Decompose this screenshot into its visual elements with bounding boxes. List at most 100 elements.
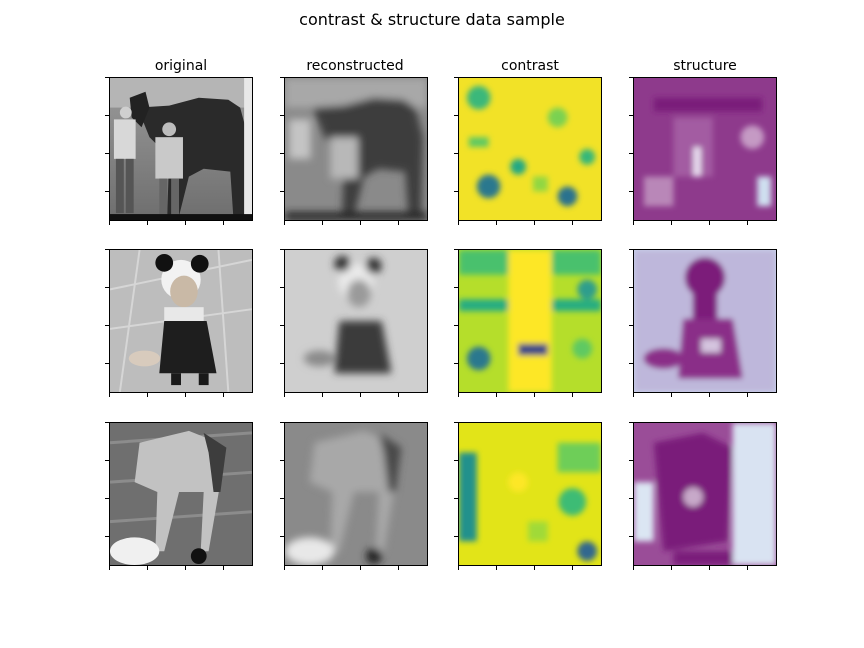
y-tick-mark — [454, 77, 458, 78]
image-dog-in-panda-hat-contrast — [459, 250, 601, 392]
y-tick-mark — [280, 422, 284, 423]
y-tick-mark — [105, 536, 109, 537]
panel-original-row3 — [109, 422, 253, 566]
x-tick-mark — [671, 221, 672, 225]
x-tick-mark — [534, 566, 535, 570]
panel-reconstructed-row3 — [284, 422, 428, 566]
column-title-contrast: contrast — [501, 58, 559, 74]
y-tick-mark — [454, 115, 458, 116]
x-tick-mark — [322, 221, 323, 225]
y-tick-mark — [105, 153, 109, 154]
x-tick-mark — [284, 221, 285, 225]
x-tick-mark — [398, 566, 399, 570]
panel-reconstructed-row2 — [284, 249, 428, 393]
y-tick-mark — [105, 249, 109, 250]
y-tick-mark — [280, 77, 284, 78]
panel-structure-row3 — [633, 422, 777, 566]
y-tick-mark — [629, 191, 633, 192]
y-tick-mark — [280, 191, 284, 192]
y-tick-mark — [280, 325, 284, 326]
x-tick-mark — [360, 393, 361, 397]
panel-original-row2 — [109, 249, 253, 393]
x-tick-mark — [284, 393, 285, 397]
x-tick-mark — [223, 393, 224, 397]
y-tick-mark — [454, 153, 458, 154]
y-tick-mark — [105, 363, 109, 364]
panel-structure-row2 — [633, 249, 777, 393]
x-tick-mark — [671, 393, 672, 397]
x-tick-mark — [572, 221, 573, 225]
x-tick-mark — [185, 393, 186, 397]
x-tick-mark — [322, 566, 323, 570]
y-tick-mark — [629, 422, 633, 423]
x-tick-mark — [534, 393, 535, 397]
image-horse-lowering-head-contrast — [459, 423, 601, 565]
x-tick-mark — [458, 221, 459, 225]
image-horse-lowering-head-reconstructed — [285, 423, 427, 565]
y-tick-mark — [629, 498, 633, 499]
x-tick-mark — [633, 221, 634, 225]
panel-reconstructed-row1 — [284, 77, 428, 221]
y-tick-mark — [105, 422, 109, 423]
x-tick-mark — [671, 566, 672, 570]
x-tick-mark — [458, 566, 459, 570]
x-tick-mark — [496, 566, 497, 570]
y-tick-mark — [629, 249, 633, 250]
x-tick-mark — [398, 393, 399, 397]
y-tick-mark — [105, 77, 109, 78]
x-tick-mark — [572, 566, 573, 570]
x-tick-mark — [284, 566, 285, 570]
x-tick-mark — [709, 221, 710, 225]
y-tick-mark — [629, 460, 633, 461]
x-tick-mark — [633, 393, 634, 397]
x-tick-mark — [633, 566, 634, 570]
x-tick-mark — [458, 393, 459, 397]
y-tick-mark — [629, 325, 633, 326]
x-tick-mark — [747, 393, 748, 397]
image-dog-in-panda-hat-original — [110, 250, 252, 392]
y-tick-mark — [280, 536, 284, 537]
figure-title: contrast & structure data sample — [299, 10, 565, 29]
y-tick-mark — [629, 287, 633, 288]
y-tick-mark — [454, 498, 458, 499]
image-horse-lowering-head-original — [110, 423, 252, 565]
column-title-reconstructed: reconstructed — [306, 58, 404, 74]
panel-structure-row1 — [633, 77, 777, 221]
image-horse-with-people-reconstructed — [285, 78, 427, 220]
y-tick-mark — [280, 460, 284, 461]
x-tick-mark — [747, 566, 748, 570]
y-tick-mark — [105, 115, 109, 116]
y-tick-mark — [454, 191, 458, 192]
column-title-structure: structure — [673, 58, 737, 74]
x-tick-mark — [185, 221, 186, 225]
image-horse-with-people-structure — [634, 78, 776, 220]
y-tick-mark — [105, 460, 109, 461]
x-tick-mark — [572, 393, 573, 397]
y-tick-mark — [629, 153, 633, 154]
y-tick-mark — [105, 498, 109, 499]
x-tick-mark — [147, 221, 148, 225]
x-tick-mark — [147, 393, 148, 397]
panel-contrast-row1 — [458, 77, 602, 221]
x-tick-mark — [185, 566, 186, 570]
y-tick-mark — [629, 536, 633, 537]
x-tick-mark — [109, 393, 110, 397]
y-tick-mark — [105, 325, 109, 326]
y-tick-mark — [454, 249, 458, 250]
y-tick-mark — [629, 77, 633, 78]
x-tick-mark — [496, 393, 497, 397]
y-tick-mark — [280, 249, 284, 250]
x-tick-mark — [147, 566, 148, 570]
x-tick-mark — [747, 221, 748, 225]
y-tick-mark — [454, 536, 458, 537]
x-tick-mark — [709, 393, 710, 397]
x-tick-mark — [223, 221, 224, 225]
image-dog-in-panda-hat-structure — [634, 250, 776, 392]
x-tick-mark — [360, 566, 361, 570]
image-horse-with-people-original — [110, 78, 252, 220]
image-horse-with-people-contrast — [459, 78, 601, 220]
y-tick-mark — [280, 153, 284, 154]
y-tick-mark — [105, 287, 109, 288]
image-horse-lowering-head-structure — [634, 423, 776, 565]
y-tick-mark — [454, 325, 458, 326]
